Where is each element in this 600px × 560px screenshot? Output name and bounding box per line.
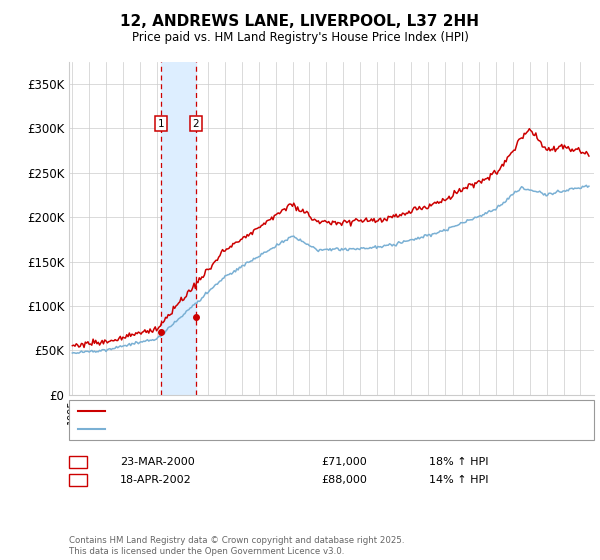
Text: 23-MAR-2000: 23-MAR-2000 — [120, 457, 195, 467]
Text: £71,000: £71,000 — [321, 457, 367, 467]
Text: 12, ANDREWS LANE, LIVERPOOL, L37 2HH (semi-detached house): 12, ANDREWS LANE, LIVERPOOL, L37 2HH (se… — [110, 407, 453, 417]
Text: £88,000: £88,000 — [321, 475, 367, 485]
Text: HPI: Average price, semi-detached house, Sefton: HPI: Average price, semi-detached house,… — [110, 423, 365, 433]
Text: 18% ↑ HPI: 18% ↑ HPI — [429, 457, 488, 467]
Text: 12, ANDREWS LANE, LIVERPOOL, L37 2HH: 12, ANDREWS LANE, LIVERPOOL, L37 2HH — [121, 14, 479, 29]
Text: 18-APR-2002: 18-APR-2002 — [120, 475, 192, 485]
Text: Contains HM Land Registry data © Crown copyright and database right 2025.
This d: Contains HM Land Registry data © Crown c… — [69, 536, 404, 556]
Text: 2: 2 — [74, 475, 82, 485]
Text: 2: 2 — [193, 119, 199, 129]
Text: 1: 1 — [157, 119, 164, 129]
Text: 14% ↑ HPI: 14% ↑ HPI — [429, 475, 488, 485]
Bar — [161, 62, 196, 395]
Text: Price paid vs. HM Land Registry's House Price Index (HPI): Price paid vs. HM Land Registry's House … — [131, 31, 469, 44]
Text: 1: 1 — [74, 457, 82, 467]
